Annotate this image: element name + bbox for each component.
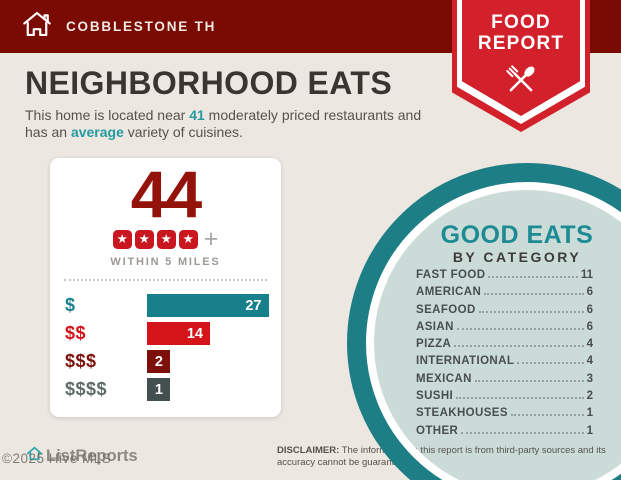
dotted-leader xyxy=(456,327,584,330)
subtitle-line2: has an average variety of cuisines. xyxy=(25,124,243,140)
category-row: STEAKHOUSES 1 xyxy=(416,407,593,424)
category-name: ASIAN xyxy=(416,320,454,333)
house-icon xyxy=(22,10,52,43)
price-bar: 2 xyxy=(147,350,170,373)
dotted-leader xyxy=(474,379,584,382)
price-tier-label: $$ xyxy=(65,323,87,343)
logo-house-icon xyxy=(26,446,43,466)
price-bars: $27 $$ 14 $$$ 2 $$$$ 1 xyxy=(50,294,281,401)
subtitle: This home is located near 41 moderately … xyxy=(25,107,455,141)
category-row: MEXICAN 3 xyxy=(416,373,593,390)
title-block: NEIGHBORHOOD EATS This home is located n… xyxy=(25,66,455,141)
price-bar-value: 1 xyxy=(154,381,163,398)
category-count: 3 xyxy=(586,372,593,385)
category-name: FAST FOOD xyxy=(416,269,486,281)
star-icon: ★ xyxy=(156,230,176,249)
dotted-divider xyxy=(64,279,267,281)
dotted-leader xyxy=(461,431,584,434)
badge-content: FOOD REPORT xyxy=(452,12,590,107)
category-count: 6 xyxy=(586,286,593,299)
star-icon: ★ xyxy=(178,230,198,249)
price-bar-value: 2 xyxy=(154,353,163,370)
price-tier-label: $ xyxy=(65,295,76,315)
price-tier-label: $$$$ xyxy=(65,379,108,399)
star-rating: ★ ★ ★ ★ + xyxy=(50,225,281,253)
total-restaurant-count: 44 xyxy=(130,157,202,231)
listreports-logo: ListReports xyxy=(26,446,138,466)
price-bar-row: $$ 14 xyxy=(65,322,281,345)
price-tier-label: $$$ xyxy=(65,351,97,371)
dotted-leader xyxy=(456,397,584,400)
category-row: SEAFOOD 6 xyxy=(416,304,593,321)
category-name: AMERICAN xyxy=(416,286,482,299)
radius-label: WITHIN 5 MILES xyxy=(110,256,221,268)
category-row: PIZZA 4 xyxy=(416,338,593,355)
good-eats-header: GOOD EATS BY CATEGORY xyxy=(412,222,621,265)
price-bar-value: 14 xyxy=(186,325,203,342)
dotted-leader xyxy=(488,276,578,278)
food-report-badge: FOOD REPORT xyxy=(452,0,590,132)
category-count: 1 xyxy=(586,424,593,437)
plus-sign: + xyxy=(203,225,219,253)
copyright-watermark: ©2025 Hive MLS xyxy=(2,451,112,466)
variety-accent: average xyxy=(70,124,124,140)
page-title: NEIGHBORHOOD EATS xyxy=(25,65,393,101)
star-icon: ★ xyxy=(112,230,132,249)
category-name: MEXICAN xyxy=(416,372,472,385)
price-bar: 14 xyxy=(147,322,210,345)
good-eats-subtitle: BY CATEGORY xyxy=(452,249,582,265)
category-list: FAST FOOD 11 AMERICAN 6 SEAFOOD 6 ASIAN 6 PIZZA 4… xyxy=(416,269,593,442)
disclaimer-label: DISCLAIMER: xyxy=(277,445,340,456)
disclaimer-line2: accuracy cannot be guaranteed. xyxy=(277,456,413,468)
category-row: OTHER 1 xyxy=(416,425,593,442)
subtitle-line1: This home is located near 41 moderately … xyxy=(25,107,422,123)
category-name: STEAKHOUSES xyxy=(416,407,508,420)
property-name: COBBLESTONE TH xyxy=(66,19,217,34)
price-bar: 27 xyxy=(147,294,269,317)
summary-card: 44 ★ ★ ★ ★ + WITHIN 5 MILES $27 $$ 14 $$$ 2 $$$$… xyxy=(50,158,281,417)
category-row: AMERICAN 6 xyxy=(416,286,593,303)
price-bar-row: $27 xyxy=(65,294,281,317)
category-count: 4 xyxy=(586,355,593,368)
price-bar: 1 xyxy=(147,378,170,401)
category-name: OTHER xyxy=(416,424,459,437)
category-count: 2 xyxy=(586,390,593,403)
category-name: INTERNATIONAL xyxy=(416,355,515,368)
badge-title-line2: REPORT xyxy=(477,33,565,54)
category-row: ASIAN 6 xyxy=(416,321,593,338)
dotted-leader xyxy=(478,310,584,313)
badge-title-line1: FOOD xyxy=(491,12,551,33)
category-name: SUSHI xyxy=(416,390,454,403)
good-eats-title: GOOD EATS xyxy=(440,221,594,249)
dotted-leader xyxy=(454,345,584,348)
logo-text: ListReports xyxy=(46,446,138,465)
price-bar-value: 27 xyxy=(245,297,262,314)
spoon-fork-icon xyxy=(452,58,590,107)
category-row: FAST FOOD 11 xyxy=(416,269,593,286)
category-row: SUSHI 2 xyxy=(416,390,593,407)
price-bar-row: $$$$ 1 xyxy=(65,378,281,401)
restaurant-count-accent: 41 xyxy=(189,107,205,123)
category-name: SEAFOOD xyxy=(416,303,476,316)
dotted-leader xyxy=(484,293,584,296)
category-count: 11 xyxy=(580,269,593,281)
dotted-leader xyxy=(510,414,584,417)
stars-slot: ★ ★ ★ ★ xyxy=(112,230,198,249)
category-row: INTERNATIONAL 4 xyxy=(416,355,593,372)
category-count: 4 xyxy=(586,338,593,351)
dotted-leader xyxy=(517,362,584,365)
category-count: 6 xyxy=(586,320,593,333)
category-count: 6 xyxy=(586,303,593,316)
price-bar-row: $$$ 2 xyxy=(65,350,281,373)
star-icon: ★ xyxy=(134,230,154,249)
category-count: 1 xyxy=(586,407,593,420)
category-name: PIZZA xyxy=(416,338,452,351)
